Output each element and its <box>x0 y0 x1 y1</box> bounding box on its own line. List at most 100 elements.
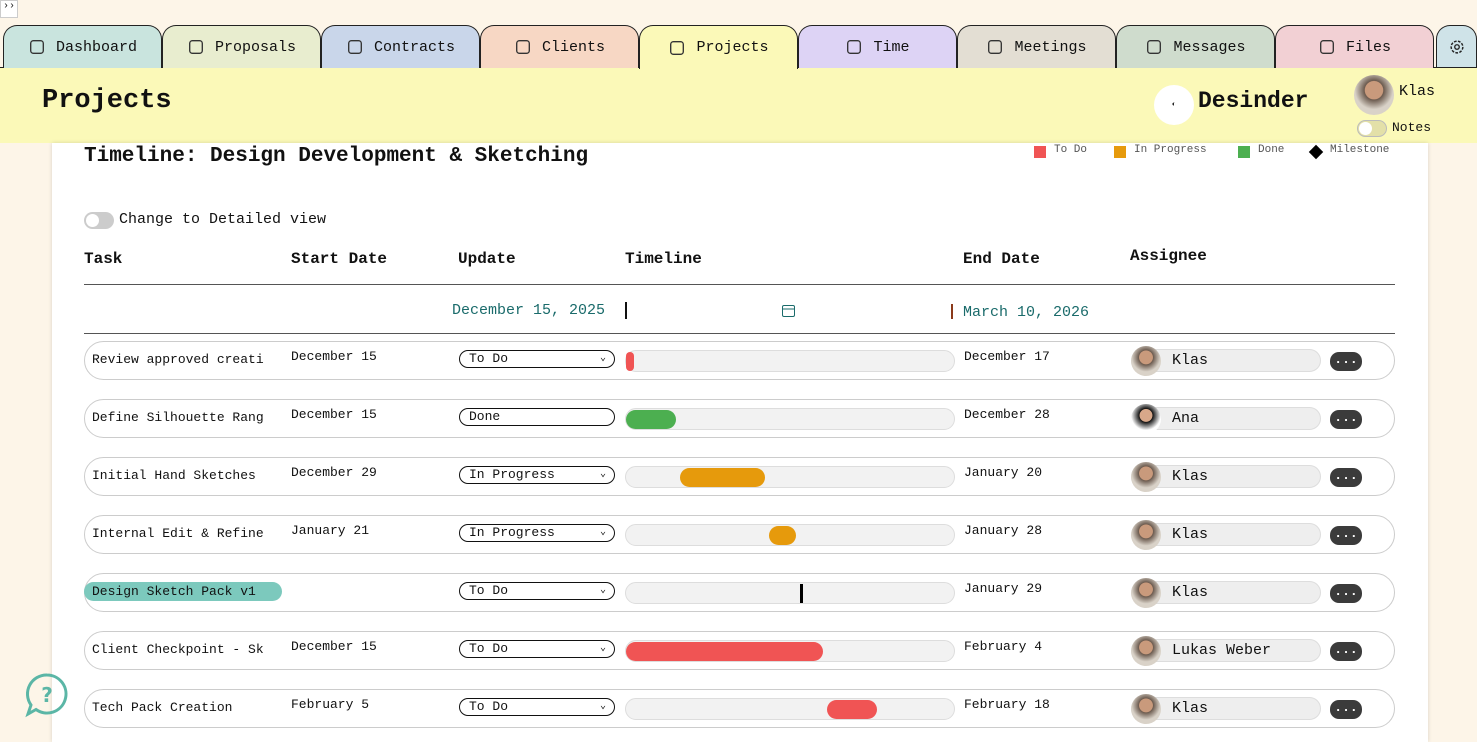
start-date: December 29 <box>291 465 377 480</box>
task-name[interactable]: Client Checkpoint - Sk <box>92 642 264 657</box>
nav-tab[interactable]: Dashboard <box>3 25 162 68</box>
status-value: To Do <box>469 699 509 714</box>
assignee: Klas <box>1131 465 1321 488</box>
nav-tab[interactable]: Clients <box>480 25 639 68</box>
range-start[interactable]: December 15, 2025 <box>452 302 606 319</box>
task-name[interactable]: Initial Hand Sketches <box>92 468 256 483</box>
tab-label: Dashboard <box>55 38 137 56</box>
legend-label: In Progress <box>1134 144 1207 156</box>
assignee-avatar <box>1131 404 1161 434</box>
nav-tab[interactable]: Projects <box>639 25 798 69</box>
end-date: December 17 <box>964 349 1050 364</box>
start-date: February 5 <box>291 697 370 712</box>
range-end[interactable]: March 10, 2026 <box>963 304 1090 321</box>
user-avatar[interactable] <box>1354 75 1394 115</box>
dropdown-arrow: ⌄ <box>599 585 606 596</box>
status-select[interactable]: To Do ⌄ <box>459 582 615 600</box>
settings-tab[interactable] <box>1436 25 1477 68</box>
task-name[interactable]: Internal Edit & Refine <box>92 526 264 541</box>
more-button[interactable]: ... <box>1330 700 1362 719</box>
timeline-track <box>625 582 955 604</box>
nav-tab[interactable]: Messages <box>1116 25 1275 68</box>
status-value: To Do <box>469 583 509 598</box>
tab-label: Clients <box>541 38 605 56</box>
tab-label: Time <box>873 38 910 56</box>
nav-tab[interactable]: Time <box>798 25 957 68</box>
assignee-avatar <box>1131 462 1161 492</box>
assignee: Klas <box>1131 349 1321 372</box>
status-select[interactable]: In Progress ⌄ <box>459 466 615 484</box>
svg-text:?: ? <box>41 683 53 707</box>
timeline-track <box>625 524 955 546</box>
assignee-avatar <box>1131 346 1161 376</box>
task-row: Review approved creati December 15 To Do ⌄ D… <box>84 341 1395 380</box>
task-row: Client Checkpoint - Sk December 15 To Do ⌄ F… <box>84 631 1395 670</box>
more-button[interactable]: ... <box>1330 526 1362 545</box>
legend-label: Done <box>1258 144 1285 156</box>
status-select[interactable]: Done <box>459 408 615 426</box>
tab-label: Contracts <box>373 38 455 56</box>
status-select[interactable]: To Do ⌄ <box>459 698 615 716</box>
more-button[interactable]: ... <box>1330 584 1362 603</box>
sidebar-toggle[interactable]: ›› <box>0 0 18 18</box>
detail-toggle[interactable] <box>84 212 114 229</box>
status-select[interactable]: In Progress ⌄ <box>459 524 615 542</box>
assignee: Lukas Weber <box>1131 639 1321 662</box>
task-name[interactable]: Tech Pack Creation <box>92 700 233 715</box>
detail-toggle-label: Change to Detailed view <box>119 211 327 228</box>
dropdown-arrow: ⌄ <box>599 353 606 364</box>
more-button[interactable]: ... <box>1330 410 1362 429</box>
start-date: January 21 <box>291 523 370 538</box>
range-end-marker <box>951 304 953 319</box>
tab-label: Projects <box>696 39 769 56</box>
divider <box>84 284 1395 285</box>
start-date: December 15 <box>291 639 377 654</box>
start-date: December 15 <box>291 349 377 364</box>
tab-label: Meetings <box>1014 38 1087 56</box>
nav-tab[interactable]: Contracts <box>321 25 480 68</box>
task-name[interactable]: Define Silhouette Rang <box>92 410 264 425</box>
assignee-avatar <box>1131 578 1161 608</box>
status-value: To Do <box>469 351 509 366</box>
brand-name: Desinder <box>1198 88 1309 114</box>
column-header: Timeline <box>625 250 702 268</box>
timeline-track <box>625 698 955 720</box>
task-name[interactable]: Design Sketch Pack v1 <box>84 582 282 601</box>
nav-tab[interactable]: Proposals <box>162 25 321 68</box>
task-row: Design Sketch Pack v1 To Do ⌄ January 29 Kla… <box>84 573 1395 612</box>
legend-swatch <box>1034 146 1046 158</box>
dropdown-arrow: ⌄ <box>599 701 606 712</box>
more-button[interactable]: ... <box>1330 642 1362 661</box>
notes-toggle[interactable] <box>1357 120 1387 137</box>
end-date: February 4 <box>964 639 1043 654</box>
status-select[interactable]: To Do ⌄ <box>459 640 615 658</box>
nav-tab[interactable]: Files <box>1275 25 1434 68</box>
assignee: Klas <box>1131 697 1321 720</box>
task-name[interactable]: Review approved creati <box>92 352 264 367</box>
help-button[interactable]: ? <box>24 672 70 718</box>
status-value: Done <box>469 409 501 424</box>
column-header: End Date <box>963 250 1040 268</box>
user-name: Klas <box>1399 83 1436 100</box>
tab-label: Messages <box>1173 38 1246 56</box>
notes-label: Notes <box>1392 120 1432 135</box>
column-header: Update <box>458 250 516 268</box>
status-select[interactable]: To Do ⌄ <box>459 350 615 368</box>
column-header: Start Date <box>291 250 388 268</box>
dropdown-arrow: ⌄ <box>599 469 606 480</box>
timeline-bar <box>626 642 823 661</box>
more-button[interactable]: ... <box>1330 352 1362 371</box>
calendar-icon[interactable] <box>781 303 796 318</box>
task-row: Define Silhouette Rang December 15 Done Dec… <box>84 399 1395 438</box>
nav-tab[interactable]: Meetings <box>957 25 1116 68</box>
start-date: December 15 <box>291 407 377 422</box>
end-date: January 29 <box>964 581 1043 596</box>
tab-label: Files <box>1345 38 1391 56</box>
more-button[interactable]: ... <box>1330 468 1362 487</box>
timeline-track <box>625 466 955 488</box>
dropdown-arrow: ⌄ <box>599 527 606 538</box>
legend-swatch <box>1238 146 1250 158</box>
assignee-avatar <box>1131 694 1161 724</box>
